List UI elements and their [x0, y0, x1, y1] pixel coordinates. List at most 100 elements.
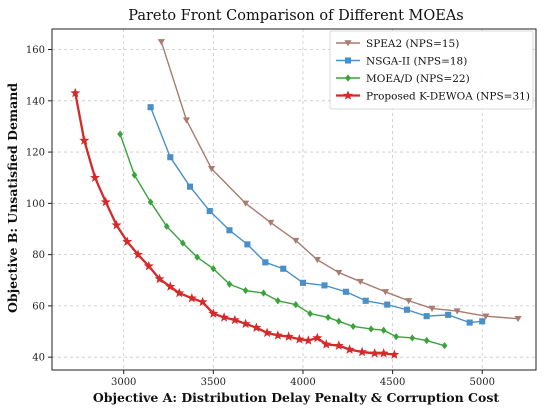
- legend-marker-star: [343, 90, 353, 100]
- data-point-diamond: [307, 309, 314, 318]
- data-point-square: [262, 259, 269, 266]
- y-tick-label: 140: [26, 96, 45, 107]
- data-point-triangle-down: [267, 219, 275, 226]
- data-point-diamond: [409, 334, 416, 342]
- data-point-diamond: [194, 253, 201, 261]
- data-point-diamond: [368, 325, 374, 333]
- y-tick-label: 60: [32, 301, 45, 312]
- y-tick-label: 160: [26, 45, 45, 56]
- legend-entry: NSGA-II (NPS=18): [336, 55, 467, 67]
- x-tick-label: 4500: [380, 377, 405, 388]
- data-point-diamond: [393, 333, 400, 341]
- data-point-triangle-down: [242, 200, 250, 207]
- data-point-square: [479, 318, 486, 325]
- data-point-square: [299, 279, 307, 286]
- data-point-triangle-down: [428, 305, 436, 312]
- data-point-triangle-down: [182, 117, 191, 124]
- series-1: [147, 104, 486, 326]
- data-point-star: [154, 273, 165, 284]
- data-point-star: [357, 346, 368, 357]
- legend-label: SPEA2 (NPS=15): [366, 38, 459, 50]
- data-point-star: [111, 219, 122, 230]
- series-line: [119, 133, 445, 347]
- data-point-triangle-down: [453, 308, 461, 315]
- legend-entry: Proposed K-DEWOA (NPS=31): [336, 90, 530, 102]
- data-point-triangle-down: [482, 313, 490, 320]
- legend-entry: MOEA/D (NPS=22): [336, 73, 470, 85]
- y-axis-ticks: 40 60 80 100 120 140 160: [26, 45, 52, 364]
- data-point-square: [167, 154, 174, 161]
- data-point-square: [342, 288, 350, 295]
- legend-box: [329, 30, 534, 110]
- data-point-diamond: [179, 239, 186, 247]
- data-point-square: [244, 241, 251, 248]
- data-point-square: [362, 297, 369, 304]
- data-point-star: [208, 308, 219, 318]
- data-point-triangle-down: [381, 289, 390, 296]
- data-point-star: [70, 87, 81, 98]
- data-point-star: [333, 340, 344, 350]
- data-point-star: [251, 322, 262, 332]
- data-point-triangle-down: [207, 166, 216, 173]
- data-point-square: [321, 282, 328, 289]
- data-point-diamond: [423, 336, 430, 345]
- y-tick-label: 120: [26, 148, 45, 159]
- data-point-diamond: [210, 265, 217, 273]
- data-point-star: [240, 318, 251, 329]
- data-point-star: [143, 260, 154, 271]
- data-point-diamond: [292, 301, 299, 309]
- plot-frame: [51, 28, 537, 371]
- data-point-diamond: [226, 280, 233, 288]
- legend-marker-square: [344, 57, 352, 64]
- legend-label: Proposed K-DEWOA (NPS=31): [366, 90, 530, 102]
- data-point-triangle-down: [313, 257, 321, 264]
- data-point-star: [186, 292, 197, 303]
- legend-entry: SPEA2 (NPS=15): [336, 38, 459, 50]
- data-point-star: [100, 196, 111, 207]
- data-point-square: [403, 306, 410, 313]
- data-point-star: [165, 281, 176, 291]
- x-axis-ticks: 3000 3500 4000 4500 5000: [111, 370, 495, 388]
- data-point-square: [206, 207, 213, 215]
- data-point-star: [122, 236, 133, 247]
- data-point-star: [219, 312, 230, 322]
- gridlines: [52, 29, 536, 370]
- data-point-star: [303, 335, 314, 345]
- y-tick-label: 40: [32, 353, 45, 364]
- x-tick-label: 4000: [290, 377, 315, 388]
- x-tick-label: 3000: [111, 377, 136, 388]
- chart-title: Pareto Front Comparison of Different MOE…: [128, 8, 463, 24]
- series-layer: [70, 39, 522, 359]
- y-tick-label: 80: [32, 250, 45, 261]
- data-point-diamond: [325, 313, 331, 322]
- data-point-diamond: [380, 326, 387, 334]
- data-point-star: [79, 135, 90, 145]
- data-point-square: [280, 265, 287, 272]
- data-point-star: [283, 331, 294, 341]
- data-point-square: [423, 313, 430, 320]
- data-point-star: [133, 249, 144, 259]
- data-point-triangle-down: [292, 237, 300, 244]
- data-point-star: [197, 296, 208, 307]
- data-point-square: [384, 301, 391, 308]
- data-point-diamond: [335, 317, 342, 325]
- data-point-diamond: [117, 130, 123, 138]
- data-point-star: [174, 287, 185, 298]
- data-point-star: [272, 330, 283, 340]
- data-point-square: [466, 319, 473, 326]
- data-point-star: [312, 332, 323, 343]
- data-point-diamond: [260, 289, 267, 297]
- data-point-diamond: [274, 297, 281, 305]
- data-point-diamond: [131, 171, 138, 179]
- data-point-star: [229, 314, 240, 325]
- data-point-triangle-down: [157, 39, 165, 46]
- legend-marker-diamond: [345, 74, 351, 82]
- data-point-square: [445, 311, 452, 318]
- data-point-square: [226, 227, 233, 234]
- data-point-star: [90, 172, 101, 182]
- x-tick-label: 3500: [201, 377, 226, 388]
- x-axis-label: Objective A: Distribution Delay Penalty …: [93, 390, 499, 405]
- data-point-star: [262, 327, 273, 338]
